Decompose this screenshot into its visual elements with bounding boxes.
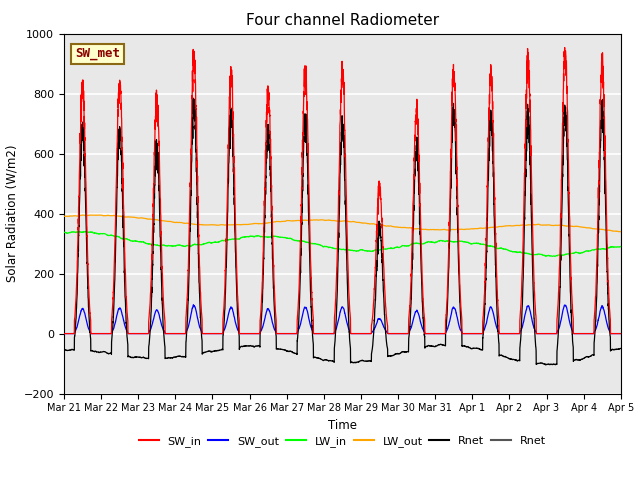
LW_in xyxy=(436,238,444,243)
Line: Rnet: Rnet xyxy=(64,98,621,365)
LW_out xyxy=(436,227,444,233)
Y-axis label: Solar Radiation (W/m2): Solar Radiation (W/m2) xyxy=(5,145,18,282)
SW_in xyxy=(561,45,568,50)
LW_out xyxy=(616,228,624,234)
SW_out xyxy=(189,302,197,308)
Rnet xyxy=(189,95,197,101)
SW_in xyxy=(616,331,624,336)
SW_in xyxy=(617,331,625,336)
Rnet xyxy=(617,346,625,351)
SW_out xyxy=(617,331,625,336)
LW_in xyxy=(467,241,475,247)
Rnet xyxy=(499,353,507,359)
Rnet xyxy=(160,336,168,342)
Rnet xyxy=(616,346,624,351)
SW_out xyxy=(60,331,68,336)
SW_out xyxy=(468,331,476,336)
SW_in xyxy=(499,331,506,336)
SW_in xyxy=(160,309,168,315)
Line: SW_out: SW_out xyxy=(64,305,621,334)
Rnet xyxy=(467,346,475,351)
LW_out xyxy=(88,212,96,218)
Rnet xyxy=(60,347,68,353)
LW_in xyxy=(499,246,507,252)
Line: SW_in: SW_in xyxy=(64,48,621,334)
LW_in xyxy=(548,253,556,259)
Title: Four channel Radiometer: Four channel Radiometer xyxy=(246,13,439,28)
SW_out xyxy=(322,331,330,336)
LW_out xyxy=(499,224,507,229)
SW_out xyxy=(436,331,444,336)
SW_in xyxy=(436,331,444,336)
LW_in xyxy=(617,244,625,250)
Line: LW_out: LW_out xyxy=(64,215,621,232)
SW_in xyxy=(322,331,330,336)
SW_in xyxy=(467,331,475,336)
LW_out xyxy=(467,226,475,232)
Rnet xyxy=(436,341,444,347)
Line: LW_in: LW_in xyxy=(64,231,621,256)
SW_in xyxy=(60,331,68,336)
SW_out xyxy=(160,328,168,334)
SW_out xyxy=(499,331,507,336)
LW_out xyxy=(617,229,625,235)
LW_in xyxy=(81,228,89,234)
LW_out xyxy=(60,213,68,219)
LW_in xyxy=(60,229,68,235)
X-axis label: Time: Time xyxy=(328,419,357,432)
Text: SW_met: SW_met xyxy=(75,48,120,60)
LW_out xyxy=(322,217,330,223)
LW_in xyxy=(161,242,168,248)
Rnet xyxy=(542,362,550,368)
SW_out xyxy=(310,331,317,336)
LW_in xyxy=(322,244,330,250)
Rnet xyxy=(322,357,330,363)
Legend: SW_in, SW_out, LW_in, LW_out, Rnet, Rnet: SW_in, SW_out, LW_in, LW_out, Rnet, Rnet xyxy=(134,431,550,451)
LW_out xyxy=(161,218,168,224)
LW_in xyxy=(616,244,624,250)
SW_out xyxy=(616,331,624,336)
